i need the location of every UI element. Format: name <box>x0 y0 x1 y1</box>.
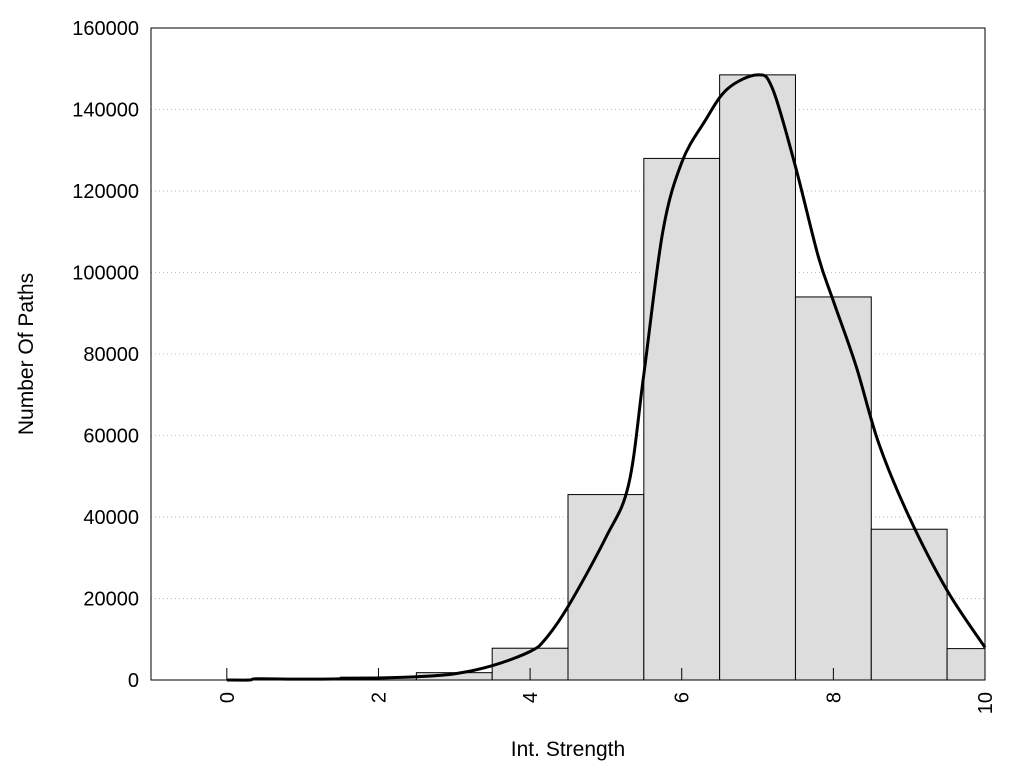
x-axis-label: Int. Strength <box>511 738 625 761</box>
y-tick-label: 160000 <box>72 18 139 40</box>
y-tick-label: 80000 <box>83 344 139 366</box>
ticks: 0 20000 40000 60000 80000 100000 120000 140000 1… <box>72 18 997 714</box>
x-tick-label: 4 <box>520 692 542 703</box>
x-tick-label: 8 <box>823 692 845 703</box>
x-tick-label: 6 <box>672 692 694 703</box>
plot-frame <box>150 27 986 681</box>
histogram-bar <box>643 157 721 681</box>
y-tick-label: 140000 <box>72 100 139 122</box>
x-tick-label: 10 <box>975 692 997 714</box>
histogram-bar <box>719 74 796 681</box>
y-tick-label: 20000 <box>83 589 139 611</box>
y-tick-label: 100000 <box>72 263 139 285</box>
y-tick-label: 60000 <box>83 426 139 448</box>
y-axis-label: Number Of Paths <box>15 273 38 435</box>
bars <box>264 74 986 681</box>
histogram-bar <box>946 648 986 681</box>
x-tick-label: 0 <box>217 692 239 703</box>
histogram-bar <box>794 296 872 681</box>
y-tick-label: 120000 <box>72 181 139 203</box>
y-tick-label: 40000 <box>83 507 139 529</box>
y-tick-label: 0 <box>128 670 139 692</box>
histogram-bar <box>870 528 948 681</box>
x-tick-label: 2 <box>368 692 390 703</box>
